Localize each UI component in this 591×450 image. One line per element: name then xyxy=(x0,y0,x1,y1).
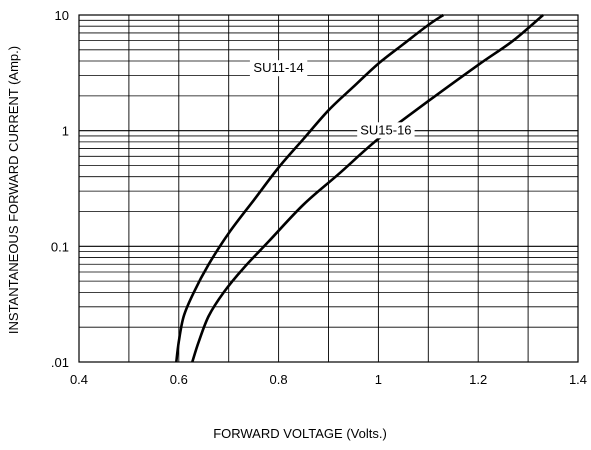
y-tick-label: .01 xyxy=(51,355,69,370)
series-label-SU11-14: SU11-14 xyxy=(253,60,303,75)
series-layer: SU11-14 SU15-16 xyxy=(175,13,544,363)
y-tick-label: 0.1 xyxy=(51,239,69,254)
y-axis-label: INSTANTANEOUS FORWARD CURRENT (Amp.) xyxy=(6,46,21,334)
x-axis-label: FORWARD VOLTAGE (Volts.) xyxy=(213,426,387,441)
ticks-layer: 0.4 0.6 0.8 1 1.2 1.4 .01 0.1 1 10 xyxy=(51,8,587,387)
x-tick-label: 0.4 xyxy=(70,372,88,387)
y-tick-label: 1 xyxy=(62,124,69,139)
x-tick-label: 1.4 xyxy=(569,372,587,387)
series-label-bg xyxy=(249,60,308,77)
series-label-SU15-16: SU15-16 xyxy=(360,122,411,137)
x-tick-label: 1.2 xyxy=(469,372,487,387)
series-label-bg xyxy=(357,122,415,139)
series-line-SU11-14 xyxy=(175,13,445,363)
x-tick-label: 0.8 xyxy=(270,372,288,387)
series-line-SU15-16 xyxy=(191,14,544,363)
x-tick-label: 0.6 xyxy=(170,372,188,387)
y-tick-label: 10 xyxy=(55,8,69,23)
x-tick-label: 1 xyxy=(375,372,382,387)
grid xyxy=(78,15,579,363)
plot-frame xyxy=(78,14,579,363)
